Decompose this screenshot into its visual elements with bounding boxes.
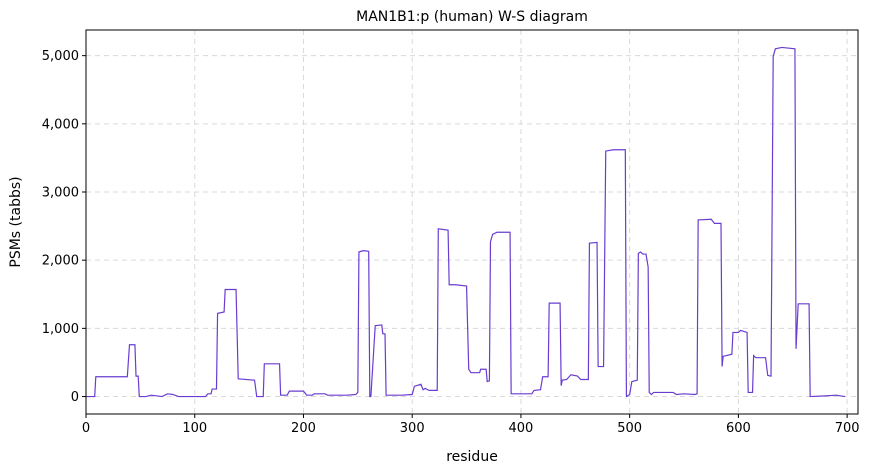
y-tick-label: 1,000 [42,322,79,337]
x-tick-label: 100 [182,421,207,436]
x-tick-label: 300 [400,421,425,436]
x-tick-label: 600 [726,421,751,436]
chart-title: MAN1B1:p (human) W-S diagram [356,9,588,25]
data-line [86,46,846,398]
y-tick-label: 5,000 [42,49,79,64]
x-axis-label: residue [446,449,498,465]
y-tick-label: 4,000 [42,117,79,132]
x-tick-label: 500 [617,421,642,436]
x-tick-label: 700 [835,421,860,436]
y-tick-label: 0 [71,390,79,405]
x-tick-label: 0 [82,421,90,436]
x-tick-label: 200 [291,421,316,436]
plot-frame [85,29,859,415]
y-tick-label: 3,000 [42,186,79,201]
y-tick-label: 2,000 [42,254,79,269]
x-tick-label: 400 [509,421,534,436]
y-axis-label: PSMs (tabbs) [8,176,24,267]
